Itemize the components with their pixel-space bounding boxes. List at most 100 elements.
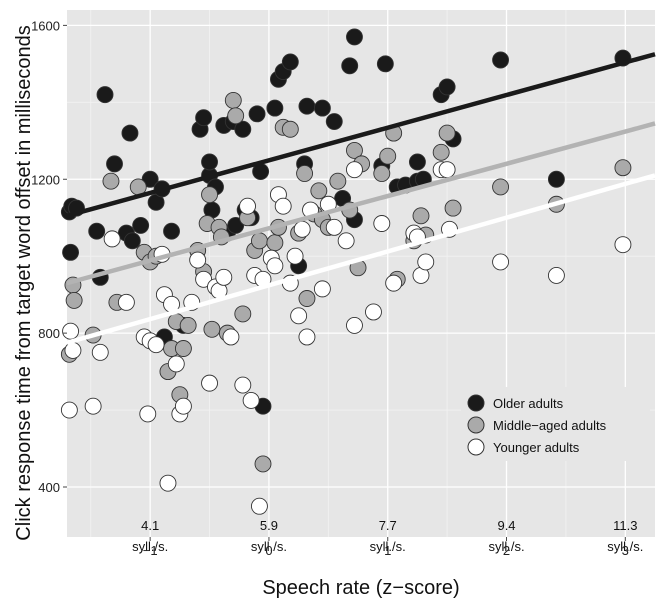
- point-younger: [242, 391, 260, 409]
- point-older: [346, 28, 363, 46]
- point-younger: [290, 307, 308, 325]
- point-middle: [224, 91, 242, 109]
- point-younger: [492, 253, 510, 271]
- point-middle: [234, 305, 252, 323]
- point-younger: [614, 236, 632, 254]
- point-younger: [547, 266, 565, 284]
- legend-label-middle: Middle−aged adults: [493, 418, 607, 433]
- point-younger: [222, 328, 240, 346]
- point-middle: [227, 107, 245, 125]
- point-younger: [64, 341, 82, 359]
- x-tick-label: 3: [622, 543, 629, 558]
- point-middle: [444, 199, 462, 217]
- x-tick-label: −1: [143, 543, 158, 558]
- point-younger: [298, 328, 316, 346]
- fit-line-older: [66, 52, 656, 218]
- point-younger: [60, 401, 78, 419]
- point-younger: [84, 397, 102, 415]
- point-younger: [167, 355, 185, 373]
- x-tick-label: 0: [265, 543, 272, 558]
- rate-unit: syll./s.: [370, 539, 406, 554]
- y-axis-ticks: 400 800 1200 1600: [31, 18, 60, 495]
- point-older: [298, 97, 316, 115]
- point-younger: [91, 343, 109, 361]
- point-middle: [102, 172, 120, 190]
- y-tick-label: 800: [38, 326, 60, 341]
- point-middle: [346, 141, 363, 159]
- legend-key-middle: [467, 416, 485, 434]
- legend-item-younger: Younger adults: [467, 438, 580, 456]
- point-younger: [337, 232, 355, 250]
- point-middle: [266, 234, 284, 252]
- point-older: [492, 51, 510, 69]
- point-middle: [614, 159, 632, 177]
- point-middle: [310, 182, 328, 200]
- rate-value: 5.9: [260, 518, 278, 533]
- point-younger: [117, 293, 135, 311]
- x-tick-label: 2: [503, 543, 510, 558]
- legend-label-younger: Younger adults: [493, 440, 580, 455]
- point-younger: [325, 218, 343, 236]
- regression-lines: [66, 52, 656, 345]
- point-older: [201, 153, 218, 171]
- y-tick-label: 1200: [31, 172, 60, 187]
- rate-unit: syll./s.: [251, 539, 287, 554]
- point-middle: [298, 290, 316, 307]
- point-middle: [254, 455, 272, 473]
- point-younger: [195, 270, 213, 288]
- point-younger: [201, 374, 218, 392]
- legend-label-older: Older adults: [493, 396, 564, 411]
- point-older: [121, 124, 139, 142]
- point-older: [547, 170, 565, 188]
- rate-unit: syll./s.: [607, 539, 643, 554]
- legend-key-older: [467, 394, 485, 412]
- point-younger: [174, 397, 192, 415]
- point-younger: [438, 161, 456, 179]
- speech-rate-annotations: 4.1 syll./s. 5.9 syll./s. 7.7 syll./s. 9…: [132, 518, 643, 554]
- point-middle: [179, 316, 197, 334]
- point-older: [341, 57, 359, 75]
- rate-value: 7.7: [379, 518, 397, 533]
- point-middle: [492, 178, 510, 196]
- x-axis-ticks: −1 0 1 2 3: [143, 543, 629, 558]
- rate-unit: syll./s.: [132, 539, 168, 554]
- point-middle: [432, 143, 450, 161]
- point-younger: [266, 257, 284, 275]
- point-older: [376, 55, 394, 73]
- point-older: [281, 53, 299, 71]
- point-younger: [103, 230, 121, 248]
- point-younger: [293, 220, 311, 238]
- fit-line-middle: [66, 121, 656, 286]
- point-older: [227, 216, 245, 234]
- point-middle: [438, 124, 456, 142]
- point-younger: [159, 474, 177, 492]
- data-points: [60, 28, 632, 515]
- point-middle: [250, 232, 268, 250]
- legend-box: [461, 387, 650, 461]
- point-middle: [329, 172, 347, 190]
- legend-key-younger: [467, 438, 485, 456]
- rate-value: 11.3: [613, 518, 637, 533]
- rate-unit: syll./s.: [488, 539, 524, 554]
- point-younger: [365, 303, 382, 321]
- point-middle: [373, 165, 391, 182]
- point-younger: [250, 497, 268, 515]
- x-tick-label: 1: [384, 543, 391, 558]
- point-older: [132, 216, 150, 234]
- point-older: [123, 232, 141, 250]
- point-younger: [62, 322, 80, 340]
- point-younger: [215, 268, 233, 286]
- y-tick-label: 1600: [31, 18, 60, 33]
- point-middle: [201, 186, 218, 204]
- point-younger: [234, 376, 252, 394]
- point-younger: [239, 197, 257, 215]
- point-younger: [346, 316, 363, 334]
- point-younger: [139, 405, 157, 423]
- point-older: [141, 170, 159, 188]
- point-younger: [147, 336, 165, 354]
- point-older: [408, 153, 426, 171]
- x-axis-title: Speech rate (z−score): [262, 577, 459, 599]
- point-older: [62, 243, 80, 261]
- point-older: [96, 86, 114, 104]
- point-younger: [274, 197, 292, 215]
